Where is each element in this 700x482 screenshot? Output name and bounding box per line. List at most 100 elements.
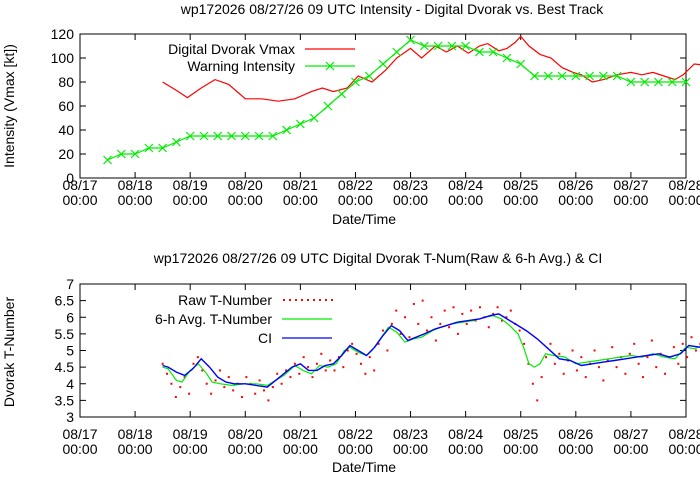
point-warning-intensity [612,71,622,81]
point-warning-intensity [309,113,319,123]
x-tick-label-date: 08/28 [668,177,700,193]
point-raw-t-number [285,369,288,372]
point-warning-intensity [654,77,663,87]
x-tick-label-time: 00:00 [283,192,318,208]
point-raw-t-number [412,302,415,305]
x-marker-stroke [103,155,112,165]
point-raw-t-number [677,362,680,365]
point-raw-t-number [408,336,411,339]
point-raw-t-number [443,309,446,312]
x-ticks: 08/1700:0008/1800:0008/1900:0008/2000:00… [62,34,700,208]
point-warning-intensity [268,131,278,141]
point-raw-t-number [606,359,609,362]
point-warning-intensity [213,131,223,141]
point-warning-intensity [240,131,250,141]
point-raw-t-number [465,322,468,325]
point-raw-t-number [562,372,565,375]
point-warning-intensity [474,47,484,57]
series-layer [103,35,700,165]
x-tick-label-date: 08/20 [228,177,263,193]
point-raw-t-number [298,372,301,375]
x-tick-label-time: 00:00 [173,441,208,457]
legend-dot [295,299,297,301]
point-raw-t-number [276,372,279,375]
x-marker-stroke [571,71,581,81]
point-warning-intensity [571,71,581,81]
point-raw-t-number [404,316,407,319]
point-raw-t-number [624,372,627,375]
point-warning-intensity [337,89,347,99]
point-raw-t-number [245,376,248,379]
point-raw-t-number [205,382,208,385]
x-tick-label-date: 08/28 [668,426,700,442]
point-raw-t-number [267,399,270,402]
point-warning-intensity [557,71,567,81]
legend-marker-warning-intensity [325,61,335,71]
y-tick-label: 4.5 [55,359,75,375]
y-tick-label: 40 [58,122,74,138]
x-tick-label-time: 00:00 [558,192,593,208]
x-tick-label-date: 08/27 [613,177,648,193]
point-warning-intensity [144,143,154,153]
x-tick-label-time: 00:00 [62,192,97,208]
x-tick-label-date: 08/17 [62,426,97,442]
x-tick-label-time: 00:00 [668,192,700,208]
point-raw-t-number [642,376,645,379]
x-marker-stroke [516,59,526,69]
point-raw-t-number [333,369,336,372]
x-tick-label-time: 00:00 [228,192,263,208]
point-raw-t-number [470,309,473,312]
point-raw-t-number [628,352,631,355]
legend-marker-raw-t-number [283,299,333,301]
point-raw-t-number [364,372,367,375]
point-raw-t-number [218,369,221,372]
chart-title: wp172026 08/27/26 09 UTC Intensity - Dig… [180,1,605,17]
point-raw-t-number [382,329,384,332]
point-warning-intensity [585,71,595,81]
point-raw-t-number [523,342,526,345]
point-raw-t-number [377,342,380,345]
point-raw-t-number [368,356,371,359]
y-ticks: 0 20 40 60 80 100 120 [51,26,686,186]
point-warning-intensity [116,149,126,159]
point-warning-intensity [185,131,195,141]
point-raw-t-number [346,349,349,352]
chart-title: wp172026 08/27/26 09 UTC Digital Dvorak … [153,250,602,266]
legend-dot [301,299,303,301]
y-tick-label: 3.5 [55,392,75,408]
point-raw-t-number [686,356,689,359]
x-marker-stroke [130,149,140,159]
x-tick-label-date: 08/25 [503,177,538,193]
legend-dot [313,299,315,301]
point-raw-t-number [540,376,543,379]
point-warning-intensity [199,131,209,141]
x-marker-stroke [433,41,443,51]
point-warning-intensity [543,71,553,81]
legend-label-6h-avg-t-number: 6-h Avg. T-Number [155,311,272,327]
x-marker-stroke [351,77,360,87]
series-layer [161,299,700,402]
point-raw-t-number [232,389,235,392]
x-tick-label-time: 00:00 [118,192,153,208]
point-raw-t-number [549,342,552,345]
point-raw-t-number [439,322,442,325]
y-tick-label: 100 [51,50,75,66]
x-marker-stroke [144,143,154,153]
legend-dot [319,299,321,301]
point-raw-t-number [337,356,340,359]
point-raw-t-number [263,389,266,392]
x-marker-stroke [295,119,305,129]
point-raw-t-number [664,372,667,375]
x-marker-stroke [282,125,292,135]
x-marker-stroke [667,77,677,87]
x-marker-stroke [240,131,250,141]
x-marker-stroke [227,131,236,141]
point-raw-t-number [580,356,583,359]
point-raw-t-number [315,362,318,365]
point-warning-intensity [171,137,181,147]
x-tick-label-date: 08/26 [558,426,593,442]
point-warning-intensity [598,71,608,81]
point-raw-t-number [386,349,389,352]
point-raw-t-number [509,309,512,312]
point-raw-t-number [492,312,495,315]
